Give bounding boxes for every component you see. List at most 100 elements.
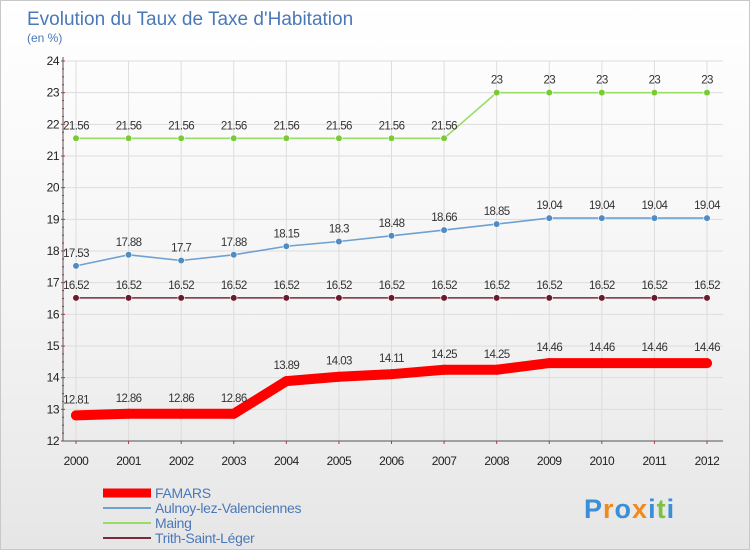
y-tick-label: 18: [47, 244, 60, 258]
x-tick-label: 2001: [116, 454, 142, 468]
data-label: 16.52: [589, 280, 615, 292]
data-point: [123, 408, 134, 419]
data-point: [493, 89, 501, 97]
data-labels: 12.81 12.86 12.86 12.86 13.89 14.03 14.11 14.25…: [63, 75, 722, 407]
data-point: [230, 251, 238, 259]
data-point: [545, 214, 553, 222]
data-label: 16.52: [642, 280, 668, 292]
data-label: 19.04: [642, 200, 669, 212]
data-point: [650, 89, 659, 97]
data-point: [491, 364, 502, 375]
data-label: 23: [649, 75, 661, 87]
data-label: 16.52: [116, 280, 142, 292]
data-label: 14.25: [484, 349, 510, 361]
data-label: 21.56: [379, 120, 405, 132]
data-point: [72, 262, 80, 270]
logo-letter: x: [632, 494, 648, 524]
data-point: [387, 232, 396, 240]
data-point: [335, 294, 343, 302]
y-tick-label: 16: [47, 307, 60, 321]
chart-title: Evolution du Taux de Taxe d'Habitation: [27, 9, 353, 30]
data-label: 21.56: [63, 120, 89, 132]
data-label: 16.52: [326, 280, 352, 292]
legend: FAMARSAulnoy-lez-ValenciennesMaingTrith-…: [103, 485, 302, 546]
logo-letter: P: [584, 494, 603, 524]
data-label: 21.56: [273, 120, 299, 132]
data-label: 18.85: [484, 206, 510, 218]
legend-label: Aulnoy-lez-Valenciennes: [155, 500, 301, 516]
legend-label: FAMARS: [155, 485, 211, 501]
data-label: 14.46: [589, 342, 615, 354]
logo-letter: r: [603, 494, 615, 524]
data-point: [439, 364, 450, 375]
x-tick-label: 2000: [64, 454, 90, 468]
data-label: 18.66: [431, 212, 457, 224]
data-label: 14.11: [379, 353, 404, 365]
x-tick-label: 2011: [643, 454, 668, 468]
data-label: 17.7: [171, 243, 191, 255]
data-label: 16.52: [484, 280, 510, 292]
data-point: [230, 134, 238, 142]
data-point: [281, 376, 292, 387]
data-point: [650, 294, 659, 302]
logo-letter: i: [648, 494, 657, 524]
y-tick-label: 19: [47, 212, 60, 226]
data-label: 23: [596, 75, 608, 87]
data-point: [177, 256, 185, 265]
grid: [63, 60, 723, 442]
data-label: 14.03: [326, 356, 352, 368]
data-point: [703, 294, 711, 302]
data-point: [230, 294, 238, 302]
data-point: [703, 214, 711, 222]
data-point: [598, 89, 606, 97]
y-tick-label: 14: [47, 371, 60, 385]
y-tick-label: 21: [47, 149, 60, 163]
data-label: 19.04: [694, 200, 721, 212]
x-tick-label: 2010: [589, 454, 615, 468]
data-point: [387, 134, 396, 142]
x-tick-label: 2002: [169, 454, 195, 468]
data-point: [282, 134, 290, 142]
data-label: 21.56: [326, 120, 352, 132]
data-point: [124, 134, 133, 142]
axes: 12 13 14 15 16 17 18 19 20 21 22 23 24 2000 2001 2002 20…: [47, 54, 723, 468]
x-tick-label: 2005: [327, 454, 353, 468]
data-point: [124, 294, 133, 302]
data-label: 12.86: [116, 393, 142, 405]
data-point: [649, 358, 660, 369]
data-point: [177, 294, 185, 302]
y-tick-label: 17: [47, 276, 60, 290]
data-label: 21.56: [221, 120, 247, 132]
data-label: 23: [701, 75, 713, 87]
x-tick-label: 2007: [432, 454, 458, 468]
data-point: [387, 294, 396, 302]
data-point: [703, 89, 711, 97]
data-label: 14.46: [642, 342, 668, 354]
x-tick-label: 2004: [274, 454, 300, 468]
data-point: [124, 251, 133, 259]
x-tick-label: 2008: [484, 454, 510, 468]
data-label: 21.56: [168, 120, 194, 132]
data-point: [493, 220, 501, 228]
data-point: [282, 242, 290, 250]
data-label: 21.56: [116, 120, 142, 132]
data-label: 12.81: [63, 394, 89, 406]
data-point: [440, 134, 448, 142]
series-layer: [71, 89, 712, 421]
data-point: [544, 358, 555, 369]
logo-letter: t: [657, 494, 667, 524]
data-point: [282, 294, 290, 302]
data-point: [386, 369, 397, 380]
data-label: 14.25: [431, 349, 457, 361]
x-tick-label: 2009: [537, 454, 563, 468]
data-label: 17.88: [221, 237, 247, 249]
data-point: [72, 134, 80, 142]
x-tick-label: 2003: [221, 454, 247, 468]
data-point: [545, 89, 553, 97]
data-label: 17.53: [63, 248, 89, 260]
data-label: 23: [491, 75, 503, 87]
data-label: 13.89: [273, 360, 299, 372]
data-point: [335, 134, 343, 142]
